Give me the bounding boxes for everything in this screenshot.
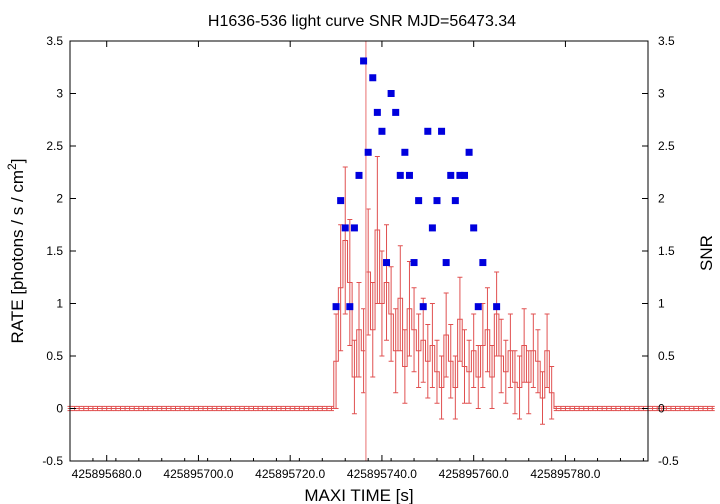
y-tick-label: 0.5 [46,349,63,363]
snr-point [341,224,349,232]
y-axis-right: -0.5 0 0.5 1 1.5 2 2.5 3 3.5 [642,34,679,468]
y-axis-label-main: RATE [photons / s / cm [8,170,27,344]
snr-point [350,224,358,232]
snr-point [415,197,423,205]
y2-tick-label: 3 [658,87,665,101]
snr-point [470,224,478,232]
y-tick-label: 2 [56,192,63,206]
snr-point [392,108,400,116]
x-tick-label: 425895700.0 [163,467,233,481]
snr-point [405,171,413,179]
rate-step-line [67,229,715,409]
snr-point [337,197,345,205]
y-tick-label: 1.5 [46,244,63,258]
x-axis: 425895680.0 425895700.0 425895720.0 4258957… [69,41,644,481]
snr-point [461,171,469,179]
y2-tick-label: 0 [658,402,665,416]
snr-point [447,171,455,179]
y-tick-label: 3.5 [46,34,63,48]
y-tick-label: 3 [56,87,63,101]
snr-point [438,127,446,135]
y2-tick-label: 1 [658,297,665,311]
y2-tick-label: 2.5 [658,139,675,153]
snr-point [479,259,487,267]
y-axis-label: RATE [photons / s / cm2] [5,159,27,344]
snr-point [433,197,441,205]
y-tick-label: 2.5 [46,139,63,153]
x-tick-label: 425895780.0 [530,467,600,481]
y2-tick-label: 1.5 [658,244,675,258]
snr-point [442,259,450,267]
snr-point [419,303,427,311]
y-tick-label: -0.5 [42,454,63,468]
snr-point [360,57,368,65]
snr-point [369,74,377,82]
x-tick-label: 425895680.0 [72,467,142,481]
y2-axis-label: SNR [697,235,716,271]
x-tick-label: 425895720.0 [255,467,325,481]
y-tick-label: 0 [56,402,63,416]
plot-area [67,41,715,461]
y2-tick-label: 3.5 [658,34,675,48]
snr-point [474,303,482,311]
snr-point [410,259,418,267]
snr-point [355,171,363,179]
snr-point [332,303,340,311]
snr-point [428,224,436,232]
y2-tick-label: 0.5 [658,349,675,363]
y-axis-label-superscript: 2 [5,163,19,170]
snr-point [465,148,473,156]
y-axis-label-close: ] [8,159,27,164]
snr-point [346,303,354,311]
snr-point [373,108,381,116]
snr-point [383,259,391,267]
plot-frame [69,40,649,462]
snr-point [387,90,395,97]
snr-point [451,197,459,205]
y-axis-left: -0.5 0 0.5 1 1.5 2 2.5 3 3.5 [42,34,76,468]
snr-point [424,127,432,135]
x-tick-label: 425895760.0 [439,467,509,481]
snr-point [364,148,372,156]
y2-tick-label: 2 [658,192,665,206]
y-tick-label: 1 [56,297,63,311]
snr-point [401,148,409,156]
snr-point [396,171,404,179]
snr-point [378,127,386,135]
snr-point [493,303,501,311]
chart-title: H1636-536 light curve SNR MJD=56473.34 [208,13,516,30]
snr-point [456,171,464,179]
y2-tick-label: -0.5 [658,454,679,468]
x-axis-label: MAXI TIME [s] [304,486,413,504]
x-tick-label: 425895740.0 [347,467,417,481]
